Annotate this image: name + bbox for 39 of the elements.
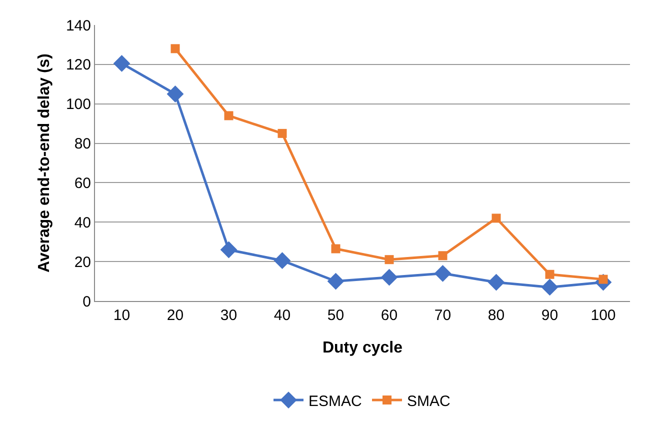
x-axis-title: Duty cycle bbox=[322, 340, 403, 357]
x-tick-label: 100 bbox=[590, 307, 616, 324]
point bbox=[438, 251, 448, 260]
x-tick-label: 30 bbox=[220, 307, 238, 324]
x-tick-label: 50 bbox=[327, 307, 344, 324]
point bbox=[492, 214, 501, 223]
y-axis-title: Average end-to-end delay (s) bbox=[36, 53, 53, 273]
x-tick-label: 70 bbox=[434, 307, 452, 324]
y-tick-label: 60 bbox=[74, 174, 91, 192]
legend-label: ESMAC bbox=[308, 392, 362, 410]
y-tick-label: 120 bbox=[66, 56, 91, 74]
y-tick-label: 0 bbox=[82, 293, 91, 310]
x-tick-label: 20 bbox=[166, 307, 184, 324]
point bbox=[113, 54, 130, 72]
legend-label: SMAC bbox=[407, 392, 451, 410]
point bbox=[278, 128, 287, 138]
point bbox=[434, 264, 452, 282]
y-tick-label: 20 bbox=[74, 254, 91, 271]
x-tick-label: 10 bbox=[113, 307, 130, 324]
y-tick-label: 40 bbox=[74, 214, 91, 232]
point bbox=[224, 111, 234, 120]
point bbox=[274, 252, 291, 270]
point bbox=[488, 274, 505, 291]
point bbox=[545, 270, 554, 279]
x-tick-label: 40 bbox=[274, 307, 291, 324]
y-tick-label: 80 bbox=[74, 136, 91, 153]
point bbox=[166, 86, 184, 102]
point bbox=[384, 255, 394, 264]
y-tick-label: 100 bbox=[66, 96, 91, 114]
y-tick-label: 140 bbox=[66, 17, 91, 34]
point bbox=[541, 278, 558, 296]
point bbox=[331, 244, 340, 254]
x-tick-label: 60 bbox=[380, 307, 398, 324]
x-tick-label: 90 bbox=[541, 307, 558, 324]
point bbox=[220, 241, 238, 258]
point bbox=[170, 44, 180, 54]
point bbox=[380, 268, 398, 286]
x-tick-label: 80 bbox=[488, 307, 505, 324]
point bbox=[327, 272, 344, 290]
